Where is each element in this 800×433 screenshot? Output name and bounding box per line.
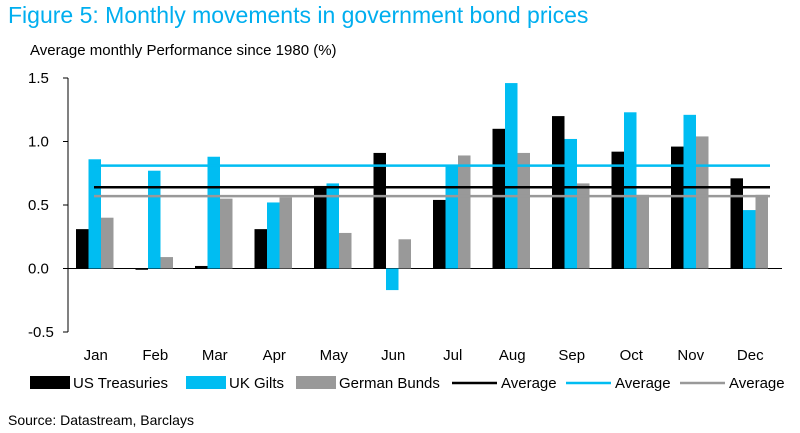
bar-us-treasuries-jun <box>373 152 386 269</box>
x-tick-label: Jun <box>381 347 405 364</box>
bar-us-treasuries-nov <box>671 146 684 269</box>
legend-label: Average <box>501 375 557 392</box>
bar-uk-gilts-feb <box>148 170 161 269</box>
bar-german-bunds-aug <box>517 152 530 269</box>
x-tick-label: Aug <box>499 347 526 364</box>
bar-german-bunds-apr <box>279 197 292 269</box>
x-tick-label: Oct <box>620 347 644 364</box>
bar-german-bunds-nov <box>696 136 709 269</box>
y-tick-label: 0.5 <box>28 197 49 214</box>
x-tick-label: Sep <box>558 347 585 364</box>
bar-us-treasuries-apr <box>254 229 267 269</box>
bars <box>76 83 768 291</box>
legend-label: UK Gilts <box>229 375 284 392</box>
x-tick-label: Jul <box>443 347 462 364</box>
y-tick-label: 1.5 <box>28 70 49 87</box>
bar-german-bunds-jun <box>398 239 411 269</box>
bar-uk-gilts-oct <box>624 112 637 269</box>
bar-uk-gilts-mar <box>207 156 220 269</box>
bar-uk-gilts-jul <box>445 165 458 269</box>
bar-us-treasuries-feb <box>135 268 148 270</box>
bar-german-bunds-feb <box>160 257 173 269</box>
bar-uk-gilts-jun <box>386 268 399 291</box>
legend-label: German Bunds <box>339 375 440 392</box>
source-note: Source: Datastream, Barclays <box>8 412 194 428</box>
legend: US Treasuries UK Gilts German Bunds Average… <box>30 375 785 392</box>
bar-german-bunds-dec <box>755 194 768 269</box>
y-tick-label: 0.0 <box>28 261 49 278</box>
bar-german-bunds-jan <box>101 217 114 269</box>
x-tick-label: Mar <box>202 347 228 364</box>
legend-swatch <box>30 376 70 389</box>
bar-uk-gilts-may <box>326 183 339 269</box>
bar-uk-gilts-dec <box>743 210 756 269</box>
bar-us-treasuries-jan <box>76 229 89 269</box>
legend-label: Average <box>729 375 785 392</box>
x-tick-label: Jan <box>84 347 108 364</box>
bar-us-treasuries-dec <box>730 178 743 269</box>
chart-title: Figure 5: Monthly movements in governmen… <box>8 2 589 28</box>
x-tick-label: May <box>320 347 349 364</box>
y-tick-label: -0.5 <box>28 324 54 341</box>
x-tick-labels: Jan Feb Mar Apr May Jun Jul Aug Sep Oct Nov Dec <box>84 347 764 364</box>
bar-us-treasuries-may <box>314 185 327 269</box>
legend-label: Average <box>615 375 671 392</box>
bar-uk-gilts-nov <box>683 114 696 269</box>
bar-us-treasuries-aug <box>492 128 505 269</box>
bar-us-treasuries-sep <box>552 116 565 269</box>
x-tick-label: Dec <box>737 347 764 364</box>
x-tick-label: Apr <box>263 347 286 364</box>
average-lines <box>94 164 770 198</box>
y-tick-labels: 1.5 1.0 0.5 0.0 -0.5 <box>28 70 54 341</box>
bar-german-bunds-may <box>339 232 352 269</box>
bar-uk-gilts-apr <box>267 202 280 269</box>
bar-german-bunds-jul <box>458 155 471 269</box>
legend-label: US Treasuries <box>73 375 168 392</box>
legend-swatch <box>296 376 336 389</box>
bar-german-bunds-sep <box>577 183 590 269</box>
bar-uk-gilts-jan <box>88 159 101 269</box>
bar-us-treasuries-mar <box>195 265 208 269</box>
chart-subtitle: Average monthly Performance since 1980 (… <box>30 42 337 59</box>
bar-uk-gilts-sep <box>564 138 577 269</box>
bar-uk-gilts-aug <box>505 83 518 269</box>
y-tick-label: 1.0 <box>28 134 49 151</box>
bar-german-bunds-mar <box>220 198 233 269</box>
x-tick-label: Nov <box>677 347 704 364</box>
x-tick-label: Feb <box>142 347 168 364</box>
bar-us-treasuries-oct <box>611 151 624 269</box>
legend-swatch <box>186 376 226 389</box>
axes <box>63 77 782 333</box>
bar-german-bunds-oct <box>636 194 649 269</box>
bar-us-treasuries-jul <box>433 199 446 269</box>
